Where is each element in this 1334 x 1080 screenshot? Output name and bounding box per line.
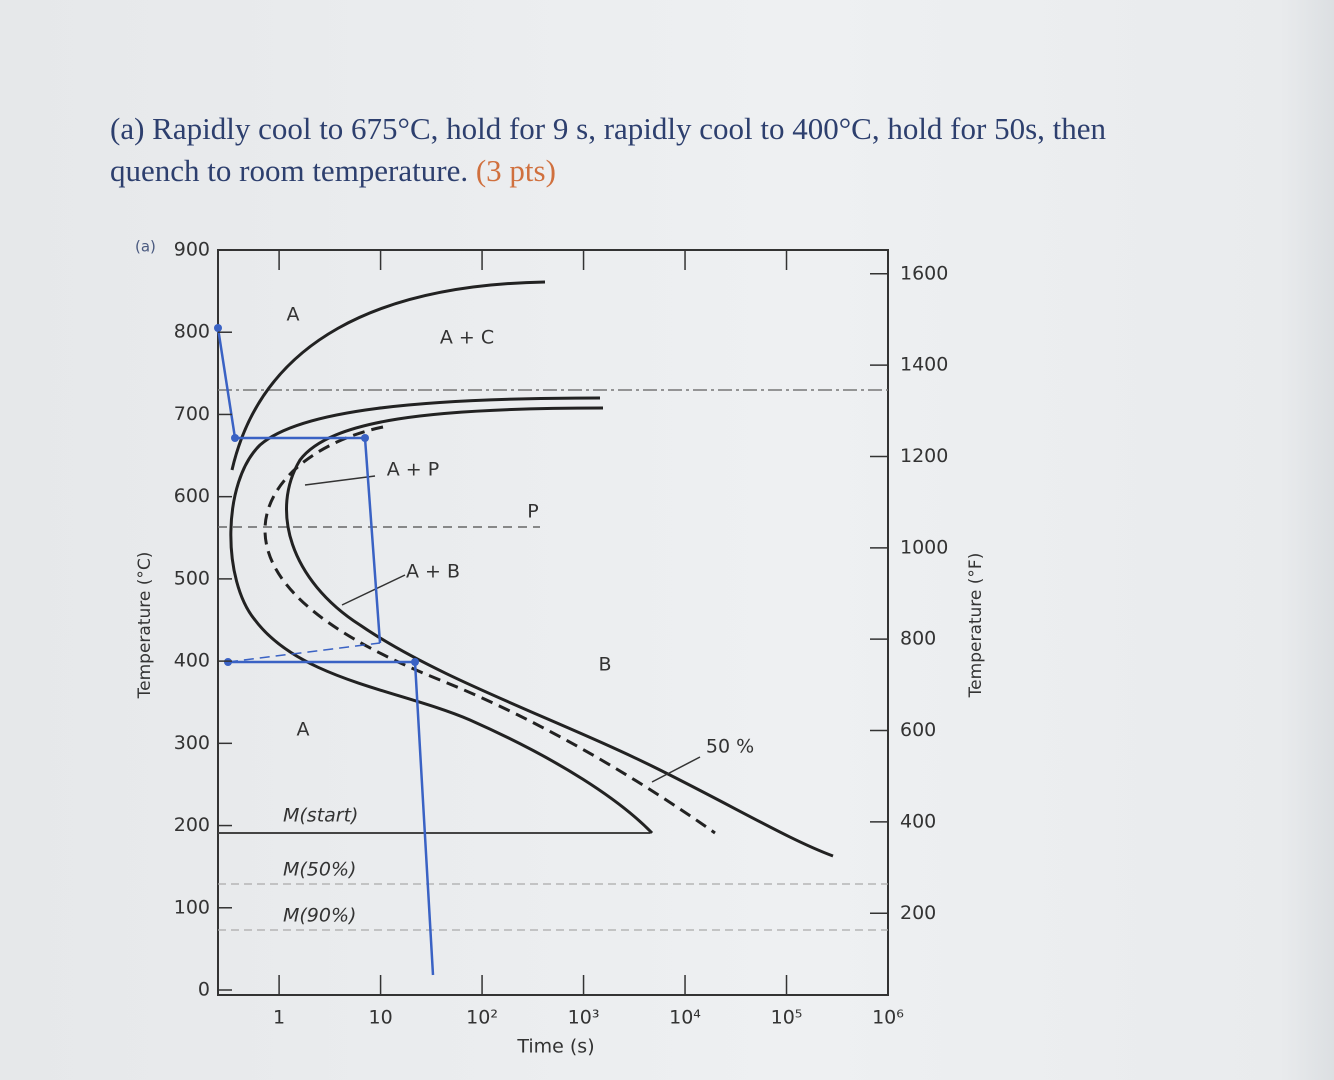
question: (a) Rapidly cool to 675°C, hold for 9 s,… xyxy=(110,108,1170,192)
y2-tick-label: 200 xyxy=(900,902,936,924)
y-tick-label: 500 xyxy=(174,567,210,589)
pointer xyxy=(304,475,376,486)
region-label: A xyxy=(297,719,310,741)
cooling-path xyxy=(216,327,382,644)
points: (3 pts) xyxy=(475,153,556,188)
region-label: A xyxy=(287,304,300,326)
question-text: (a) Rapidly cool to 675°C, hold for 9 s,… xyxy=(110,111,1107,188)
y-tick-label: 600 xyxy=(174,485,210,507)
x-tick-label: 10³ xyxy=(568,1007,600,1029)
region-label: A + C xyxy=(440,327,494,349)
x-tick-label: 10⁶ xyxy=(872,1007,904,1029)
pointer xyxy=(651,756,701,783)
x-axis-title: Time (s) xyxy=(516,1036,594,1058)
y2-tick-label: 400 xyxy=(900,810,936,832)
x-tick-label: 10 xyxy=(368,1007,392,1029)
y-tick-label: 700 xyxy=(174,403,210,425)
y2-tick-label: 800 xyxy=(900,628,936,650)
path-point xyxy=(361,434,369,442)
region-label: A + B xyxy=(406,561,460,583)
y-tick-label: 0 xyxy=(198,979,210,1001)
region-label: P xyxy=(527,501,538,523)
y-tick-label: 200 xyxy=(174,814,210,836)
y2-tick-label: 1600 xyxy=(900,262,948,284)
y-tick-label: 800 xyxy=(174,321,210,343)
martensite-label: M(50%) xyxy=(283,859,356,881)
martensite-label: M(start) xyxy=(283,805,358,827)
y-tick-label: 900 xyxy=(174,239,210,261)
y-tick-label: 100 xyxy=(174,896,210,918)
path-point xyxy=(411,658,419,666)
half-curve xyxy=(263,425,716,835)
martensite-label: M(90%) xyxy=(283,905,356,927)
plot-frame xyxy=(217,249,889,996)
region-label: 50 % xyxy=(706,736,754,758)
x-tick-label: 10² xyxy=(466,1007,498,1029)
y2-tick-label: 1000 xyxy=(900,536,948,558)
x-tick-label: 1 xyxy=(273,1007,285,1029)
path-point xyxy=(224,658,232,666)
x-tick-label: 10⁴ xyxy=(669,1007,701,1029)
start-curve xyxy=(229,396,654,835)
y2-tick-label: 600 xyxy=(900,719,936,741)
y-axis-title: Temperature (°C) xyxy=(135,552,155,700)
handwritten-note: (a) xyxy=(135,238,156,256)
finish-curve xyxy=(285,406,834,858)
y2-tick-label: 1400 xyxy=(900,354,948,376)
x-tick-label: 10⁵ xyxy=(771,1007,803,1029)
region-label: A + P xyxy=(387,459,439,481)
y2-tick-label: 1200 xyxy=(900,445,948,467)
y-tick-label: 400 xyxy=(174,650,210,672)
cooling-path-sketch xyxy=(227,642,381,663)
pointer xyxy=(341,574,406,606)
y-tick-label: 300 xyxy=(174,732,210,754)
path-point xyxy=(214,324,222,332)
proeutectoid-curve xyxy=(230,280,546,471)
region-label: B xyxy=(598,654,611,676)
y2-axis-title: Temperature (°F) xyxy=(966,553,986,699)
path-point xyxy=(231,434,239,442)
